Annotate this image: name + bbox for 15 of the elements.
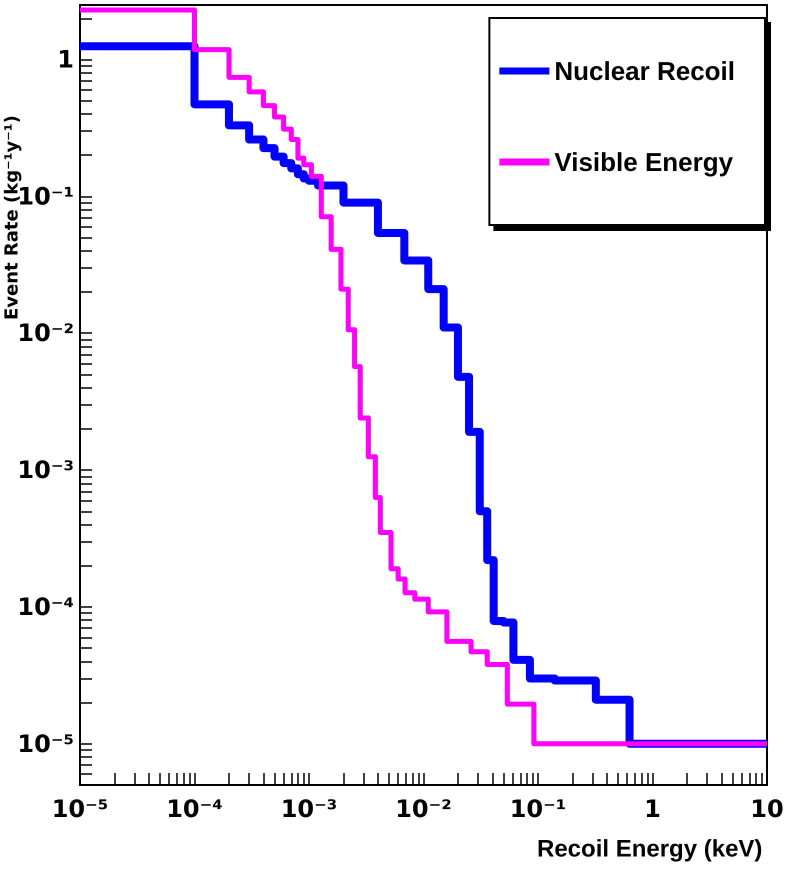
x-tick-label: 10 — [750, 795, 784, 823]
y-tick-label: 1 — [57, 45, 74, 74]
x-tick-label: 1 — [644, 795, 661, 823]
y-tick-label: 10⁻³ — [17, 456, 74, 484]
x-tick-label: 10⁻⁴ — [166, 795, 223, 823]
legend-label: Nuclear Recoil — [554, 56, 736, 86]
y-tick-label: 10⁻² — [17, 319, 74, 348]
legend-label: Visible Energy — [554, 147, 734, 177]
x-tick-label: 10⁻⁵ — [52, 795, 108, 823]
y-tick-label: 10⁻⁴ — [17, 592, 74, 621]
x-tick-label: 10⁻² — [395, 795, 452, 823]
x-tick-label: 10⁻³ — [280, 795, 338, 823]
x-tick-label: 10⁻¹ — [510, 795, 566, 823]
y-tick-label: 10⁻⁵ — [17, 730, 74, 758]
x-axis-title: Recoil Energy (keV) — [537, 836, 762, 862]
